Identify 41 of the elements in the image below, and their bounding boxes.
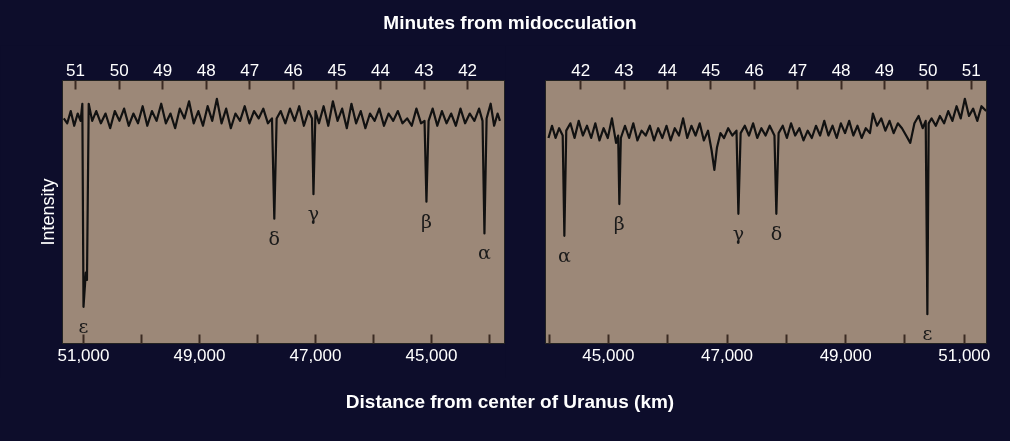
x2-tick-label: 47 (788, 60, 808, 80)
annotation: δ (770, 221, 783, 244)
x-tick-label: 45,000 (405, 345, 458, 365)
x-tick-label: 47,000 (289, 345, 342, 365)
x2-axis-title: Minutes from midocculation (383, 11, 637, 35)
annotation: β (420, 209, 432, 232)
x2-tick-label: 43 (414, 60, 434, 80)
x2-tick-label: 50 (918, 60, 938, 80)
annotation: γ (732, 221, 745, 244)
annotation: α (478, 241, 492, 264)
annotation: δ (268, 226, 281, 249)
x-tick-label: 51,000 (938, 345, 991, 365)
x2-tick-label: 49 (875, 60, 894, 80)
x2-tick-label: 46 (744, 60, 764, 80)
annotation: γ (307, 202, 320, 225)
x-tick-label: 47,000 (701, 345, 753, 365)
x-axis-title: Distance from center of Uranus (km) (345, 390, 675, 414)
x2-tick-label: 42 (571, 60, 591, 80)
x-tick-label: 49,000 (173, 345, 226, 365)
x2-tick-label: 46 (283, 60, 303, 80)
annotation: ε (78, 314, 89, 337)
x2-tick-label: 51 (66, 60, 86, 80)
x2-tick-label: 50 (109, 60, 129, 80)
x2-tick-label: 44 (658, 60, 677, 80)
x2-tick-label: 47 (240, 60, 260, 80)
x-tick-label: 51,000 (57, 345, 110, 365)
x2-tick-label: 43 (614, 60, 634, 80)
x-tick-label: 49,000 (819, 345, 872, 365)
annotation: α (557, 243, 571, 266)
x2-tick-label: 49 (153, 60, 173, 80)
x2-tick-label: 48 (196, 60, 216, 80)
x2-tick-label: 42 (458, 60, 478, 80)
x2-tick-label: 45 (701, 60, 721, 80)
x2-tick-label: 48 (831, 60, 851, 80)
x2-tick-label: 45 (327, 60, 347, 80)
x-tick-label: 45,000 (582, 345, 635, 365)
annotation: ε (922, 322, 933, 345)
x2-tick-label: 44 (371, 60, 390, 80)
y-axis-title: Intensity (37, 178, 58, 246)
annotation: β (613, 212, 625, 235)
x2-tick-label: 51 (961, 60, 981, 80)
